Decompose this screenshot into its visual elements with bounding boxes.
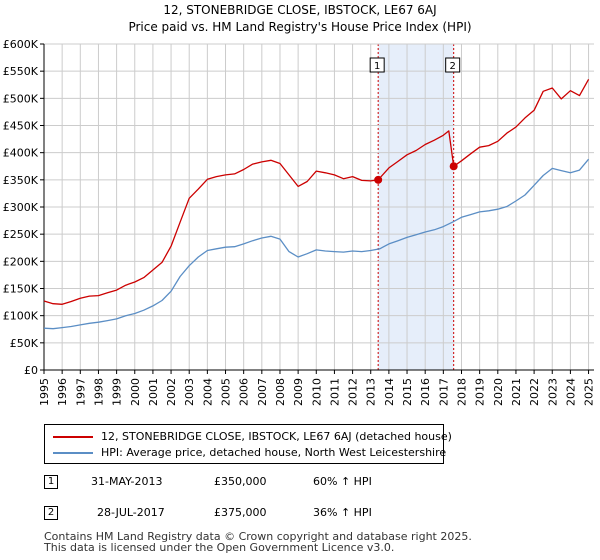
x-tick-label: 2018 bbox=[455, 378, 468, 406]
legend-label-hpi: HPI: Average price, detached house, Nort… bbox=[101, 446, 447, 459]
y-tick-label: £350K bbox=[3, 174, 39, 187]
x-tick-label: 2006 bbox=[238, 378, 251, 406]
x-tick-label: 2011 bbox=[328, 378, 341, 406]
legend-swatch-hpi bbox=[53, 452, 93, 454]
x-tick-label: 2025 bbox=[583, 378, 596, 406]
x-tick-label: 2009 bbox=[292, 378, 305, 406]
x-tick-label: 1998 bbox=[92, 378, 105, 406]
legend-label-property: 12, STONEBRIDGE CLOSE, IBSTOCK, LE67 6AJ… bbox=[101, 430, 452, 443]
transaction-marker: 1 bbox=[44, 475, 58, 489]
x-tick-label: 1997 bbox=[74, 378, 87, 406]
x-tick-label: 2008 bbox=[274, 378, 287, 406]
x-tick-label: 1996 bbox=[56, 378, 69, 406]
chart-subtitle: Price paid vs. HM Land Registry's House … bbox=[128, 20, 471, 34]
sale-2-point bbox=[449, 162, 458, 171]
y-tick-label: £550K bbox=[3, 65, 39, 78]
x-tick-label: 2021 bbox=[510, 378, 523, 406]
y-tick-label: £400K bbox=[3, 147, 39, 160]
x-tick-label: 2019 bbox=[474, 378, 487, 406]
transaction-price: £350,000 bbox=[214, 475, 267, 488]
footer: Contains HM Land Registry data © Crown c… bbox=[44, 531, 472, 553]
price-chart: 12, STONEBRIDGE CLOSE, IBSTOCK, LE67 6AJ… bbox=[3, 3, 596, 406]
x-tick-label: 2016 bbox=[419, 378, 432, 406]
y-tick-label: £150K bbox=[3, 283, 39, 296]
legend: 12, STONEBRIDGE CLOSE, IBSTOCK, LE67 6AJ… bbox=[44, 424, 452, 464]
transaction-marker: 2 bbox=[44, 506, 58, 520]
sale-1-label: 1 bbox=[374, 61, 380, 72]
x-tick-label: 1999 bbox=[111, 378, 124, 406]
x-tick-label: 2012 bbox=[347, 378, 360, 406]
x-tick-label: 2003 bbox=[183, 378, 196, 406]
transaction-hpi-change: 36% ↑ HPI bbox=[313, 506, 372, 519]
x-tick-label: 2020 bbox=[492, 378, 505, 406]
legend-swatch-property bbox=[53, 436, 93, 438]
y-tick-label: £250K bbox=[3, 228, 39, 241]
transaction-price: £375,000 bbox=[214, 506, 267, 519]
x-tick-label: 2014 bbox=[383, 378, 396, 406]
chart-title: 12, STONEBRIDGE CLOSE, IBSTOCK, LE67 6AJ bbox=[163, 3, 436, 17]
y-tick-label: £600K bbox=[3, 38, 39, 51]
property-price-line bbox=[43, 78, 590, 305]
footer-copyright: Contains HM Land Registry data © Crown c… bbox=[44, 530, 472, 543]
x-tick-label: 2004 bbox=[201, 378, 214, 406]
x-tick-label: 1995 bbox=[38, 378, 51, 406]
y-tick-label: £0 bbox=[24, 364, 38, 377]
x-tick-label: 2015 bbox=[401, 378, 414, 406]
x-tick-label: 2001 bbox=[147, 378, 160, 406]
x-tick-label: 2023 bbox=[546, 378, 559, 406]
x-tick-label: 2002 bbox=[165, 378, 178, 406]
x-tick-label: 2007 bbox=[256, 378, 269, 406]
sale-1-point bbox=[374, 175, 383, 184]
transaction-date: 28-JUL-2017 bbox=[97, 506, 165, 519]
footer-licence: This data is licensed under the Open Gov… bbox=[44, 541, 395, 554]
transaction-date: 31-MAY-2013 bbox=[91, 475, 163, 488]
sale-1-label-box bbox=[369, 57, 385, 73]
transaction-hpi-change: 60% ↑ HPI bbox=[313, 475, 372, 488]
sale-2-label: 2 bbox=[449, 61, 455, 72]
hpi-line bbox=[43, 158, 590, 330]
x-tick-label: 2013 bbox=[365, 378, 378, 406]
sale-2-label-box bbox=[445, 57, 461, 73]
y-tick-label: £50K bbox=[10, 337, 39, 350]
y-tick-label: £100K bbox=[3, 310, 39, 323]
y-tick-label: £450K bbox=[3, 120, 39, 133]
x-tick-label: 2022 bbox=[528, 378, 541, 406]
x-tick-label: 2024 bbox=[564, 378, 577, 406]
y-tick-label: £300K bbox=[3, 201, 39, 214]
y-tick-label: £200K bbox=[3, 255, 39, 268]
x-tick-label: 2010 bbox=[310, 378, 323, 406]
y-tick-label: £500K bbox=[3, 92, 39, 105]
x-tick-label: 2000 bbox=[129, 378, 142, 406]
x-tick-label: 2017 bbox=[437, 378, 450, 406]
x-tick-label: 2005 bbox=[220, 378, 233, 406]
